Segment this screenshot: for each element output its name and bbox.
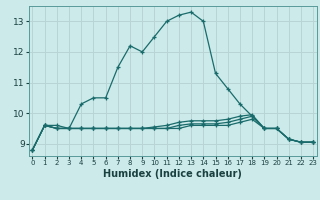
X-axis label: Humidex (Indice chaleur): Humidex (Indice chaleur) <box>103 169 242 179</box>
